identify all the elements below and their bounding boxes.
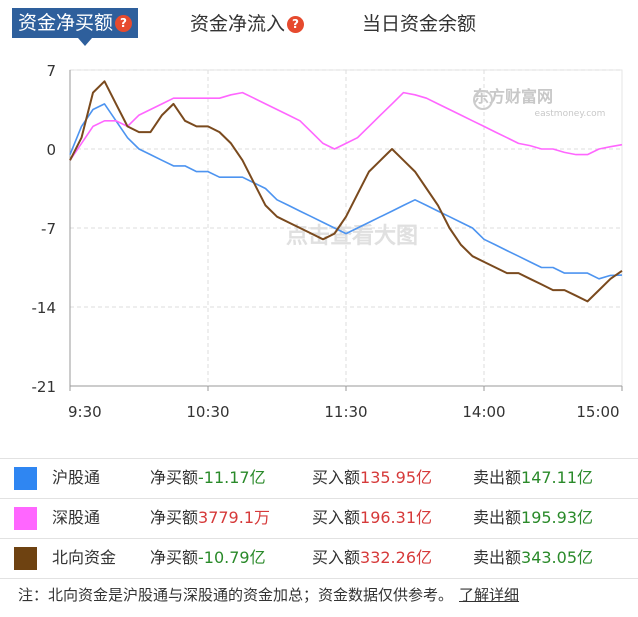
- legend-name: 北向资金: [52, 548, 117, 567]
- watermark-brand: 东方财富网: [473, 87, 553, 106]
- legend-row-sgt: 深股通 净买额3779.1万 买入额196.31亿 卖出额195.93亿: [0, 498, 638, 538]
- x-tick-label: 10:30: [186, 403, 229, 421]
- legend-name: 深股通: [52, 508, 101, 527]
- x-tick-label: 9:30: [68, 403, 102, 421]
- x-tick-label: 15:00: [576, 403, 619, 421]
- sell-value: 卖出额343.05亿: [473, 548, 594, 567]
- series-line-hgt[interactable]: [69, 103, 623, 280]
- learn-more-link[interactable]: 了解详细: [459, 586, 520, 604]
- tab-net-inflow[interactable]: 资金净流入?: [190, 10, 305, 38]
- divider: [0, 498, 638, 499]
- eastmoney-logo-icon: [473, 90, 493, 110]
- y-tick-label: 0: [46, 141, 56, 159]
- series-line-sgt[interactable]: [69, 91, 623, 161]
- color-swatch-sgt: [14, 507, 37, 530]
- tab-net-buy[interactable]: 资金净买额?: [12, 8, 139, 46]
- buy-value: 买入额196.31亿: [312, 508, 433, 527]
- buy-value: 买入额332.26亿: [312, 548, 433, 567]
- tab-daily-balance-label: 当日资金余额: [362, 13, 477, 35]
- tab-net-buy-label: 资金净买额: [18, 12, 114, 34]
- series-line-northbound[interactable]: [69, 80, 623, 303]
- x-tick-label: 11:30: [324, 403, 367, 421]
- divider: [0, 458, 638, 459]
- tab-daily-balance[interactable]: 当日资金余额: [362, 10, 476, 38]
- sell-value: 卖出额147.11亿: [473, 468, 594, 487]
- net-buy-value: 净买额-11.17亿: [150, 468, 266, 487]
- tab-bar: 资金净买额? 资金净流入? 当日资金余额: [0, 0, 638, 48]
- y-tick-label: -21: [32, 378, 57, 396]
- buy-value: 买入额135.95亿: [312, 468, 433, 487]
- watermark-domain: eastmoney.com: [535, 109, 606, 119]
- x-tick-label: 14:00: [462, 403, 505, 421]
- net-buy-value: 净买额3779.1万: [150, 508, 271, 527]
- color-swatch-hgt: [14, 467, 37, 490]
- tab-net-inflow-label: 资金净流入: [190, 13, 286, 35]
- footnote: 注：北向资金是沪股通与深股通的资金加总；资金数据仅供参考。 了解详细: [18, 584, 519, 605]
- divider: [0, 578, 638, 579]
- sell-value: 卖出额195.93亿: [473, 508, 594, 527]
- legend-name: 沪股通: [52, 468, 101, 487]
- active-tab-caret-icon: [78, 38, 92, 46]
- y-tick-label: -14: [32, 299, 57, 317]
- help-icon[interactable]: ?: [115, 15, 133, 32]
- net-buy-chart[interactable]: 7 0 -7 -14 -21 9:30 10:30 11:30 14:00 15:00 东方财富…: [0, 50, 638, 445]
- watermark-overlay[interactable]: 点击查看大图: [286, 223, 418, 249]
- help-icon[interactable]: ?: [287, 16, 305, 33]
- y-tick-label: 7: [46, 62, 56, 80]
- footnote-text: 注：北向资金是沪股通与深股通的资金加总；资金数据仅供参考。: [18, 586, 454, 604]
- y-tick-label: -7: [41, 220, 56, 238]
- legend-row-northbound: 北向资金 净买额-10.79亿 买入额332.26亿 卖出额343.05亿: [0, 538, 638, 578]
- divider: [0, 538, 638, 539]
- net-buy-value: 净买额-10.79亿: [150, 548, 266, 567]
- legend-row-hgt: 沪股通 净买额-11.17亿 买入额135.95亿 卖出额147.11亿: [0, 458, 638, 498]
- color-swatch-northbound: [14, 547, 37, 570]
